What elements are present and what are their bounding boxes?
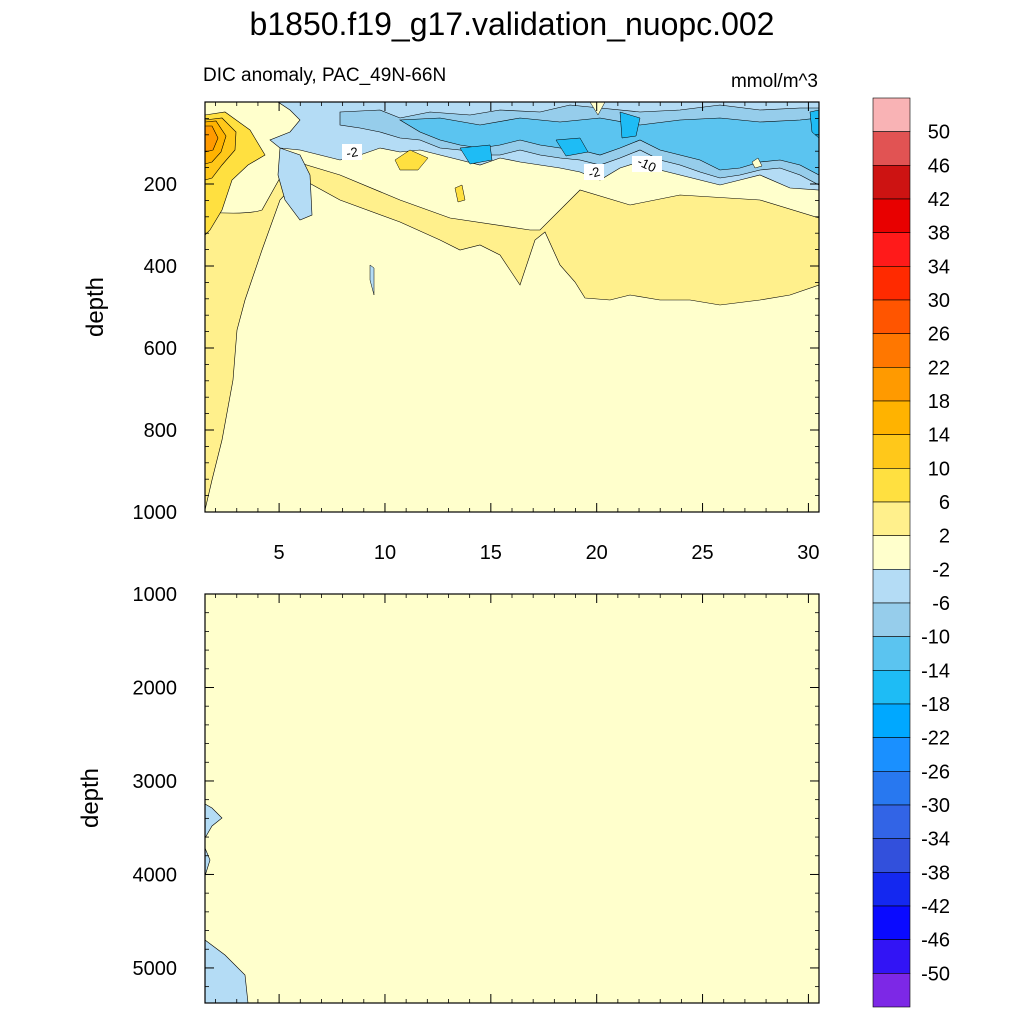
colorbar-label: 10	[928, 458, 950, 480]
y-tick-label: 400	[144, 256, 177, 278]
colorbar-label: -22	[921, 728, 950, 750]
colorbar-label: -38	[921, 862, 950, 884]
y-tick-label: 800	[144, 420, 177, 442]
colorbar-swatch	[872, 703, 911, 738]
colorbar-label: 22	[928, 357, 950, 379]
colorbar-label: 42	[928, 189, 950, 211]
colorbar-swatch	[872, 737, 911, 772]
colorbar-label: -10	[921, 627, 950, 649]
colorbar-swatch	[872, 838, 911, 873]
colorbar-swatch	[872, 232, 911, 267]
y-tick-label: 600	[144, 338, 177, 360]
lower-contour-fill	[204, 594, 819, 1004]
colorbar-swatch	[872, 367, 911, 402]
y-tick-label: 3000	[133, 771, 178, 793]
colorbar-swatch	[872, 468, 911, 503]
x-tick-label: 20	[586, 542, 608, 564]
colorbar-swatch	[872, 905, 911, 940]
upper-panel: -2 -2 -10 5 10 15 20 25 30 200 400 600 800 1000 de…	[82, 101, 820, 564]
colorbar-swatch	[872, 535, 911, 570]
colorbar-label: -18	[921, 694, 950, 716]
colorbar-label: 50	[928, 122, 950, 144]
y-tick-label: 1000	[133, 584, 178, 606]
colorbar-label: 14	[928, 425, 950, 447]
x-tick-label: 5	[274, 542, 285, 564]
colorbar-swatch	[872, 670, 911, 705]
x-tick-label: 25	[691, 542, 713, 564]
colorbar-swatch	[872, 804, 911, 839]
colorbar-label: 34	[928, 256, 950, 278]
colorbar: 50 46 42 38 34 30 26 22 18 14 10 6 2 -2 -6 -10 -14 -18 -22…	[872, 97, 950, 1008]
upper-contour-labels: -2 -2 -10	[342, 144, 662, 181]
colorbar-swatch	[872, 333, 911, 368]
colorbar-label: -34	[921, 829, 950, 851]
upper-y-axis-label: depth	[82, 277, 109, 337]
colorbar-swatch	[872, 569, 911, 604]
colorbar-label: -2	[932, 559, 950, 581]
colorbar-swatch	[872, 165, 911, 200]
colorbar-label: -26	[921, 761, 950, 783]
upper-contour-fill	[204, 101, 820, 512]
contour-label: -10	[635, 154, 658, 176]
x-tick-label: 30	[797, 542, 819, 564]
colorbar-swatch	[872, 602, 911, 637]
x-tick-label: 10	[374, 542, 396, 564]
colorbar-swatch	[872, 97, 911, 132]
colorbar-swatch	[872, 434, 911, 469]
colorbar-swatch	[872, 973, 911, 1008]
y-tick-label: 2000	[133, 677, 178, 699]
colorbar-swatch	[872, 131, 911, 166]
x-tick-label: 15	[480, 542, 502, 564]
colorbar-label: 2	[939, 526, 950, 548]
colorbar-swatch	[872, 939, 911, 974]
colorbar-label: 30	[928, 290, 950, 312]
colorbar-label: -14	[921, 660, 950, 682]
y-tick-label: 5000	[133, 958, 178, 980]
chart-title: b1850.f19_g17.validation_nuopc.002	[250, 6, 775, 42]
colorbar-swatch	[872, 400, 911, 435]
chart-subtitle: DIC anomaly, PAC_49N-66N	[203, 65, 446, 86]
colorbar-label: 18	[928, 391, 950, 413]
colorbar-label: 46	[928, 155, 950, 177]
lower-axis-ticks: 1000 2000 3000 4000 5000	[133, 584, 819, 1003]
colorbar-swatch	[872, 299, 911, 334]
contour-label: -2	[587, 164, 602, 181]
colorbar-label: -50	[921, 963, 950, 985]
colorbar-swatch	[872, 872, 911, 907]
colorbar-swatch	[872, 198, 911, 233]
colorbar-label: 6	[939, 492, 950, 514]
colorbar-label: -42	[921, 896, 950, 918]
colorbar-label: -6	[932, 593, 950, 615]
contour-label: -2	[345, 144, 359, 161]
colorbar-swatch	[872, 771, 911, 806]
colorbar-label: -46	[921, 930, 950, 952]
upper-axis-ticks: 5 10 15 20 25 30 200 400 600 800 1000	[133, 101, 820, 564]
y-tick-label: 1000	[133, 502, 178, 524]
colorbar-swatch	[872, 636, 911, 671]
colorbar-label: 26	[928, 324, 950, 346]
colorbar-swatch	[872, 501, 911, 536]
y-tick-label: 200	[144, 174, 177, 196]
units-label: mmol/m^3	[731, 71, 818, 92]
lower-y-axis-label: depth	[77, 768, 104, 828]
colorbar-label: -30	[921, 795, 950, 817]
lower-panel: 1000 2000 3000 4000 5000 depth	[77, 584, 820, 1004]
colorbar-label: 38	[928, 223, 950, 245]
y-tick-label: 4000	[133, 864, 178, 886]
colorbar-swatch	[872, 266, 911, 301]
